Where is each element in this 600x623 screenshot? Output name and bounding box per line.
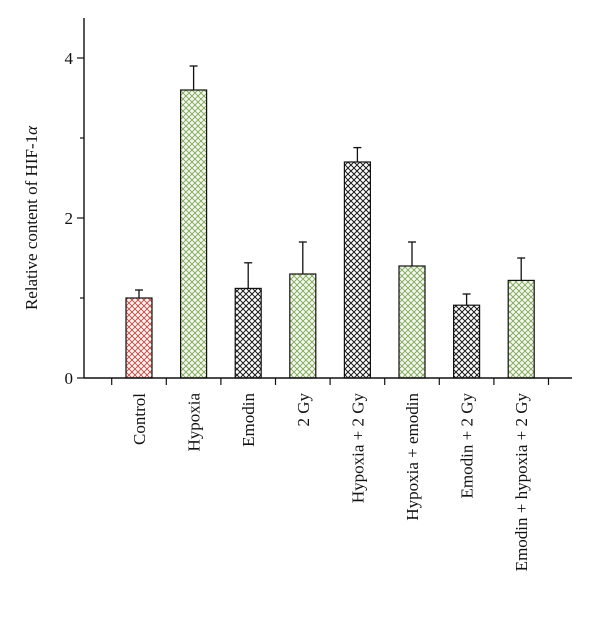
y-tick-label-0: 0: [65, 369, 74, 388]
x-tick-label-7: Emodin + hypoxia + 2 Gy: [512, 393, 531, 572]
error-bars-group: [135, 65, 526, 306]
x-tick-label-4: Hypoxia + 2 Gy: [348, 393, 367, 504]
category-labels-group: Control Hypoxia Emodin 2 Gy Hypoxia + 2 Gy Hy…: [130, 393, 531, 572]
bar-3: [289, 273, 317, 379]
x-tick-label-1: Hypoxia: [185, 393, 204, 452]
x-tick-label-0: Control: [130, 393, 149, 445]
bar-7: [507, 279, 535, 379]
y-tick-label-2: 2: [65, 209, 74, 228]
y-tick-label-4: 4: [65, 49, 74, 68]
y-axis-title-symbol: α: [22, 125, 41, 135]
bars-group: [125, 89, 535, 379]
bar-4: [343, 161, 371, 379]
bar-6: [453, 304, 481, 379]
bar-5: [398, 265, 426, 379]
x-tick-label-2: Emodin: [239, 393, 258, 447]
x-tick-label-5: Hypoxia + emodin: [403, 393, 422, 521]
bar-1: [180, 89, 208, 379]
bar-0: [125, 297, 153, 379]
x-tick-label-3: 2 Gy: [294, 393, 313, 427]
y-axis-title-text: Relative content of HIF-1: [22, 135, 41, 310]
bar-2: [234, 287, 262, 379]
axes-group: 0 2 4: [65, 18, 572, 388]
y-axis-title: Relative content of HIF-1α: [22, 125, 41, 310]
x-tick-label-6: Emodin + 2 Gy: [458, 393, 477, 499]
